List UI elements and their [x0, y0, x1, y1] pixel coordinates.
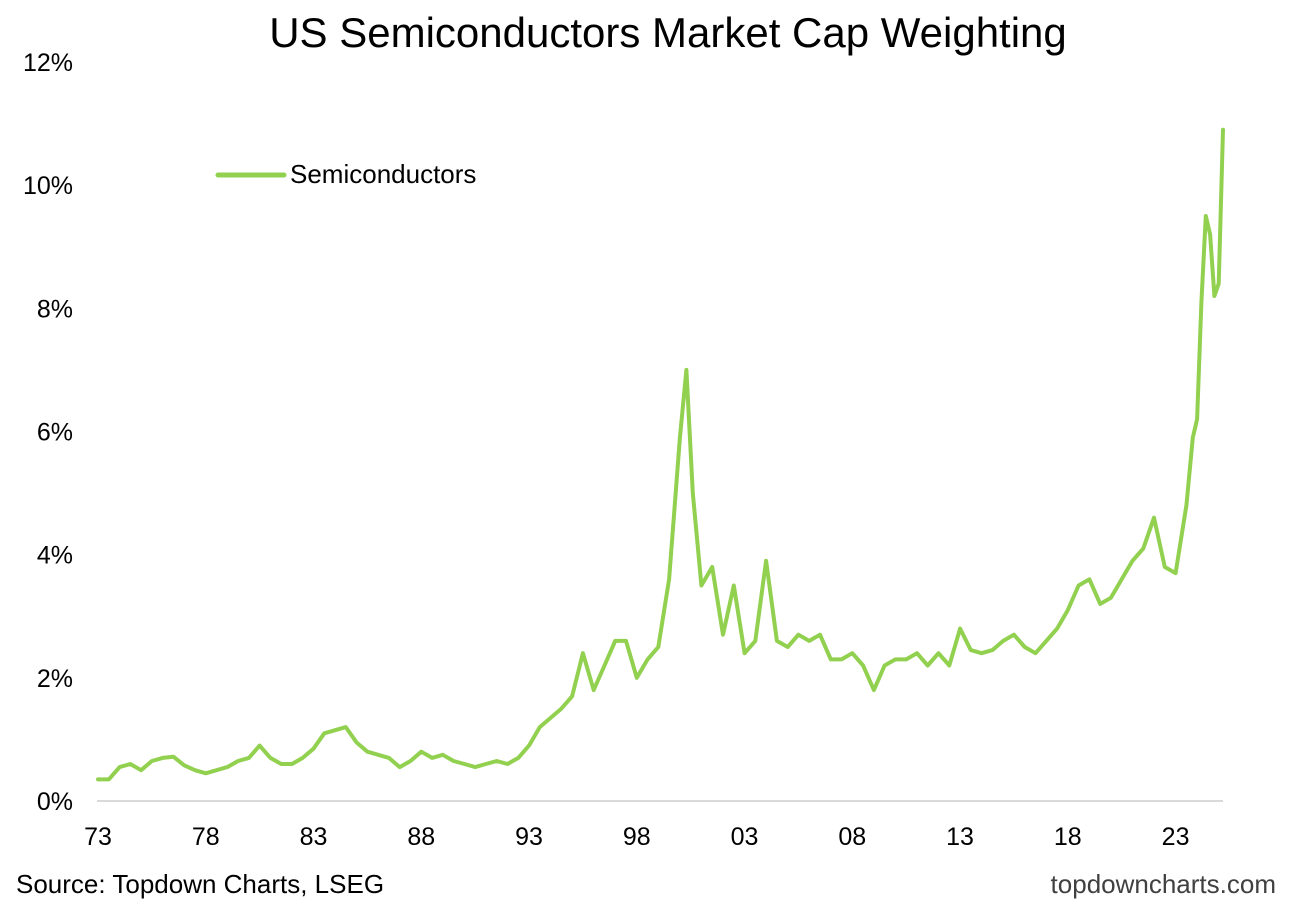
x-tick-label: 08 — [838, 823, 866, 851]
x-tick-label: 03 — [731, 823, 759, 851]
source-note: Source: Topdown Charts, LSEG — [16, 869, 384, 899]
legend: Semiconductors — [215, 159, 476, 189]
y-tick-label: 8% — [37, 295, 73, 323]
y-axis-ticks: 0% 2% 4% 6% 8% 10% 12% — [23, 49, 73, 816]
y-tick-label: 0% — [37, 788, 73, 816]
legend-label-semiconductors: Semiconductors — [290, 159, 476, 189]
x-tick-label: 93 — [515, 823, 543, 851]
chart-title: US Semiconductors Market Cap Weighting — [269, 9, 1067, 56]
y-tick-label: 4% — [37, 542, 73, 570]
watermark: topdowncharts.com — [1051, 869, 1276, 899]
y-tick-label: 2% — [37, 665, 73, 693]
y-tick-label: 10% — [23, 172, 73, 200]
x-tick-label: 83 — [300, 823, 328, 851]
x-axis-ticks: 73 78 83 88 93 98 03 08 13 18 23 — [84, 823, 1189, 851]
x-tick-label: 13 — [946, 823, 974, 851]
y-tick-label: 6% — [37, 419, 73, 447]
series-line-semiconductors — [96, 127, 1225, 782]
y-tick-label: 12% — [23, 49, 73, 77]
x-tick-label: 88 — [407, 823, 435, 851]
x-tick-label: 78 — [192, 823, 220, 851]
x-tick-label: 18 — [1054, 823, 1082, 851]
x-tick-label: 23 — [1162, 823, 1190, 851]
x-tick-label: 98 — [623, 823, 651, 851]
x-tick-label: 73 — [84, 823, 112, 851]
